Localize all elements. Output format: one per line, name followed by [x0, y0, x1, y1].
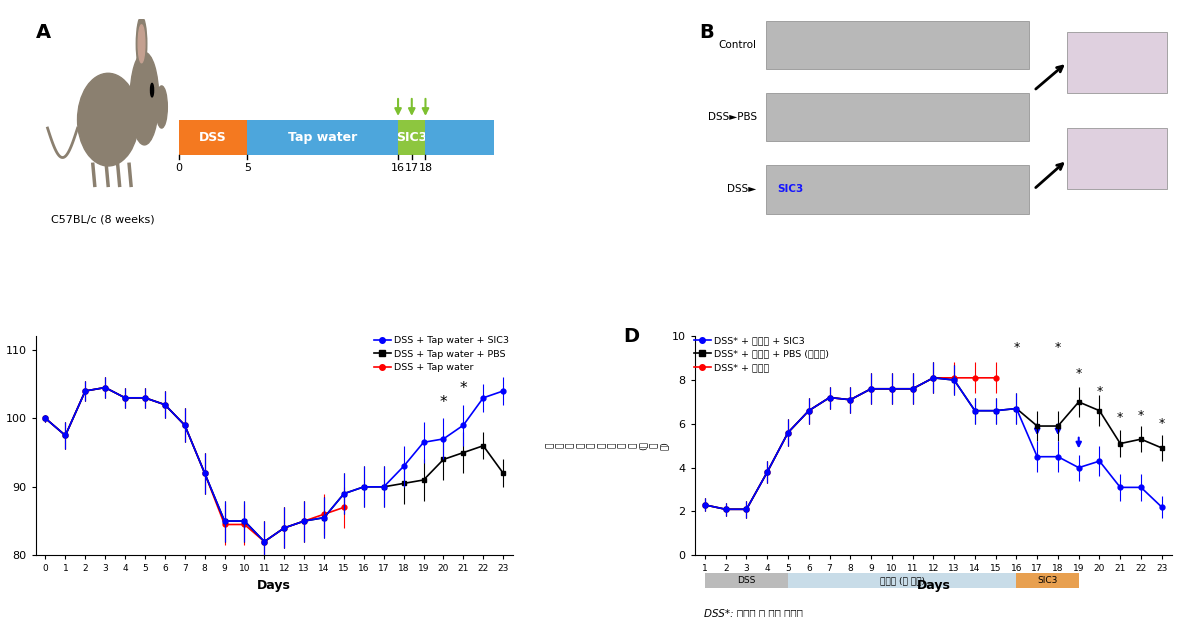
Bar	[247, 120, 398, 155]
Text: SIC3: SIC3	[397, 131, 427, 144]
FancyBboxPatch shape	[766, 93, 1029, 141]
Text: 17: 17	[405, 164, 419, 173]
Text: *: *	[439, 395, 448, 410]
X-axis label: Days: Days	[257, 579, 291, 592]
Bar	[1016, 573, 1079, 588]
Text: 5: 5	[244, 164, 251, 173]
FancyBboxPatch shape	[1067, 128, 1167, 189]
Bar	[398, 120, 425, 155]
Text: DSS►P​BS: DSS►P​BS	[708, 112, 757, 122]
Text: DSS*: 마우스 장 염증 유발제: DSS*: 마우스 장 염증 유발제	[704, 608, 803, 617]
Text: *: *	[1014, 341, 1019, 354]
Ellipse shape	[77, 73, 139, 166]
Text: *: *	[1075, 367, 1082, 380]
Text: *: *	[1159, 418, 1165, 431]
Ellipse shape	[130, 52, 159, 145]
Text: 0: 0	[175, 164, 182, 173]
Text: DSS►: DSS►	[727, 184, 757, 194]
Text: Control: Control	[719, 40, 757, 50]
Text: D: D	[623, 328, 639, 346]
Text: *: *	[1055, 341, 1061, 354]
FancyBboxPatch shape	[766, 165, 1029, 213]
Text: DSS: DSS	[199, 131, 227, 144]
Legend: DSS + Tap water + SIC3, DSS + Tap water + PBS, DSS + Tap water: DSS + Tap water + SIC3, DSS + Tap water …	[369, 332, 513, 376]
Text: *: *	[1096, 384, 1102, 397]
Text: DSS: DSS	[738, 576, 755, 585]
Text: 18: 18	[418, 164, 432, 173]
Y-axis label: 내
장
관
염
증
활
성
지
수
(마
리
당): 내 장 관 염 증 활 성 지 수 (마 리 당)	[546, 441, 669, 450]
Text: 휴식기 (물 공급): 휴식기 (물 공급)	[880, 576, 925, 585]
Text: C57BL/c (8 weeks): C57BL/c (8 weeks)	[51, 214, 154, 224]
Text: SIC3: SIC3	[777, 184, 804, 194]
Text: *: *	[1138, 408, 1144, 421]
Ellipse shape	[136, 17, 147, 71]
X-axis label: Days: Days	[916, 579, 951, 592]
Legend: DSS* + 휴식기 + SIC3, DSS* + 휴식기 + PBS (대조군), DSS* + 휴식기: DSS* + 휴식기 + SIC3, DSS* + 휴식기 + PBS (대조군…	[690, 332, 834, 376]
Bar	[425, 120, 494, 155]
Text: 16: 16	[391, 164, 405, 173]
Ellipse shape	[139, 25, 144, 63]
FancyBboxPatch shape	[1067, 31, 1167, 93]
FancyBboxPatch shape	[766, 21, 1029, 69]
Text: Tap water: Tap water	[288, 131, 358, 144]
Circle shape	[150, 83, 154, 97]
Bar	[704, 573, 789, 588]
Bar	[179, 120, 247, 155]
Text: A: A	[36, 23, 51, 42]
Text: B: B	[700, 23, 714, 42]
Ellipse shape	[156, 86, 167, 128]
Text: *: *	[1118, 411, 1124, 424]
Text: SIC3: SIC3	[1037, 576, 1057, 585]
Bar	[789, 573, 1016, 588]
Text: *: *	[459, 381, 468, 397]
